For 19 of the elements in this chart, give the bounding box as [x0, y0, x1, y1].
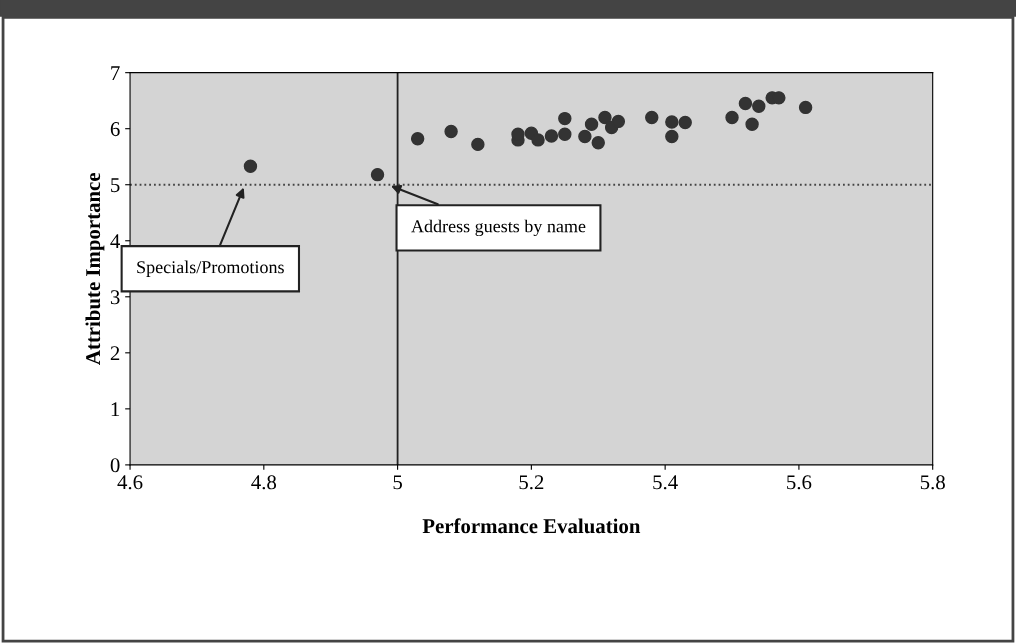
x-tick-label: 5.2: [519, 475, 544, 490]
y-tick-label: 3: [110, 290, 120, 305]
x-tick-label: 4.6: [117, 475, 143, 490]
x-tick-label: 5.8: [920, 475, 945, 490]
y-tick-label: 1: [111, 402, 120, 417]
x-tick-label: 4.8: [251, 475, 277, 490]
x-tick-label: 5.4: [653, 475, 678, 490]
y-tick-label: 5: [111, 178, 120, 193]
y-tick-label: 6: [110, 122, 120, 137]
annotation: Specials/Promotions: [137, 260, 284, 277]
x-tick-label: 5: [393, 475, 402, 490]
x-axis-title: Performance Evaluation: [422, 518, 641, 534]
y-axis-title: Attribute Importance: [85, 172, 105, 365]
annotation: Address guests by name: [411, 219, 586, 237]
y-tick-label: 2: [110, 346, 120, 361]
y-tick-label: 7: [111, 66, 120, 80]
y-tick-label: 0: [110, 458, 120, 473]
x-tick-label: 5.6: [787, 475, 812, 490]
y-tick-label: 4: [110, 234, 120, 248]
